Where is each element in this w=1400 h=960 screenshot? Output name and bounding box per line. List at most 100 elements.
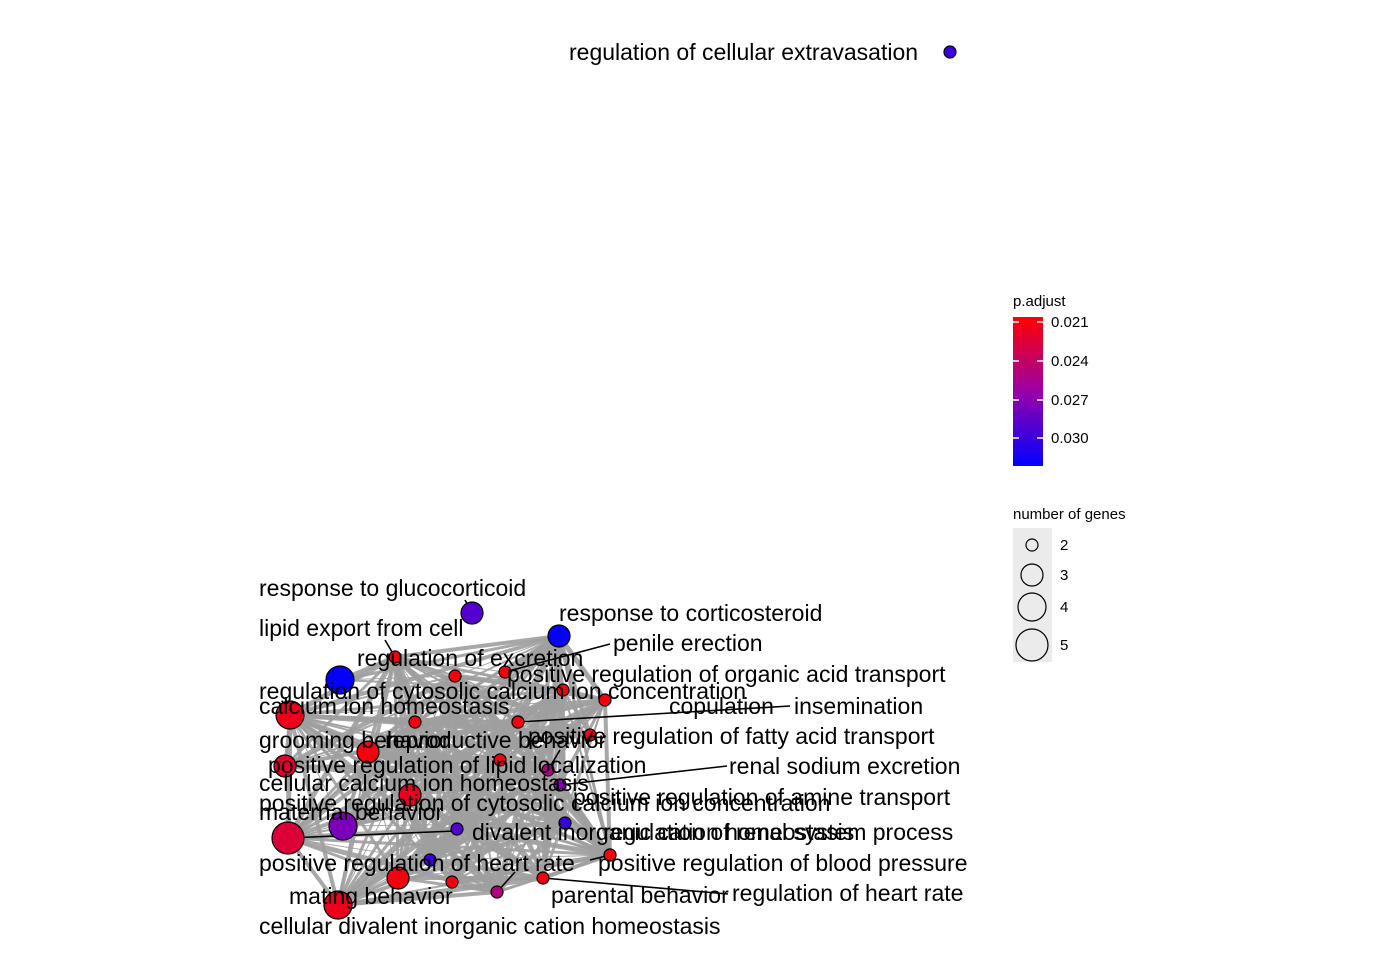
- size-legend-key-circle: [1020, 563, 1044, 587]
- network-edge: [337, 875, 544, 908]
- node-label-mating-behavior: mating behavior: [289, 883, 453, 909]
- network-edge: [541, 784, 562, 879]
- network-edge: [286, 720, 417, 840]
- node-unlabeled: [598, 693, 612, 707]
- node-divalent-inorganic-cation-homeostasis: [450, 822, 464, 836]
- network-edge: [429, 854, 611, 861]
- network-edge: [289, 699, 606, 716]
- node-regulation-of-heart-rate: [536, 871, 550, 885]
- node-insemination: [511, 715, 525, 729]
- node-label-regulation-of-cytosolic-calcium-ion-concentration: regulation of cytosolic calcium ion conc…: [259, 678, 746, 704]
- size-legend-key-label: 3: [1060, 567, 1068, 584]
- network-edge: [451, 822, 566, 883]
- node-maternal-behavior: [328, 811, 358, 841]
- network-edge: [337, 675, 456, 906]
- label-leader-line: [504, 643, 611, 673]
- label-leader-lines: [287, 599, 791, 895]
- color-legend-tick-label: 0.024: [1051, 353, 1089, 370]
- node-grooming-behavior: [356, 740, 380, 764]
- node-penile-erection: [498, 665, 512, 679]
- network-edge: [556, 634, 608, 702]
- network-edge: [284, 721, 416, 767]
- node-label-calcium-ion-homeostasis: calcium ion homeostasis: [259, 693, 510, 719]
- node-label-penile-erection: penile erection: [613, 630, 763, 656]
- node-cellular-calcium-ion-homeostasis: [273, 754, 297, 778]
- network-edge: [339, 675, 456, 681]
- node-label-response-to-glucocorticoid: response to glucocorticoid: [259, 575, 526, 601]
- network-nodes: [271, 45, 957, 920]
- node-label-parental-behavior: parental behavior: [551, 882, 729, 908]
- network-edge: [559, 784, 611, 856]
- node-label-reproductive-behavior: reproductive behavior: [385, 727, 607, 753]
- network-edge: [542, 699, 606, 879]
- network-edge: [498, 759, 545, 879]
- node-label-positive-regulation-of-heart-rate: positive regulation of heart rate: [259, 850, 575, 876]
- color-legend-ticks: 0.021 0.024 0.027 0.030: [1013, 314, 1089, 447]
- network-edge: [557, 635, 612, 856]
- size-legend-key-circle: [1025, 538, 1039, 552]
- node-unlabeled: [271, 821, 305, 855]
- node-label-positive-regulation-of-fatty-acid-transport: positive regulation of fatty acid transp…: [528, 723, 935, 749]
- node-label-positive-regulation-of-blood-pressure: positive regulation of blood pressure: [598, 850, 968, 876]
- color-legend-tick-label: 0.027: [1051, 392, 1089, 409]
- network-edge: [547, 699, 606, 771]
- node-positive-regulation-of-blood-pressure: [603, 848, 617, 862]
- network-edge: [289, 675, 456, 716]
- size-legend: number of genes 2 3 4 5: [1013, 506, 1126, 662]
- node-label-cellular-calcium-ion-homeostasis: cellular calcium ion homeostasis: [259, 770, 589, 796]
- network-edge: [408, 697, 607, 798]
- network-edge: [413, 721, 499, 893]
- node-regulation-of-excretion: [448, 669, 462, 683]
- network-edge: [414, 721, 501, 761]
- node-response-to-corticosteroid: [547, 624, 571, 648]
- node-label-renal-sodium-excretion: renal sodium excretion: [729, 753, 960, 779]
- node-parental-behavior: [445, 875, 459, 889]
- node-label-positive-regulation-of-cytosolic-calcium-ion-concentration: positive regulation of cytosolic calcium…: [259, 790, 830, 816]
- node-regulation-of-cellular-extravasation: [943, 45, 957, 59]
- network-edge: [337, 859, 431, 906]
- network-edge: [288, 714, 400, 879]
- node-positive-regulation-of-cytosolic-calcium-ion-concentration: [398, 783, 422, 807]
- size-legend-key-label: 5: [1060, 637, 1068, 654]
- network-edge: [289, 688, 564, 717]
- network-edge: [339, 679, 564, 691]
- network-edge: [394, 634, 560, 659]
- network-edge: [603, 699, 612, 856]
- size-legend-keys: 2 3 4 5: [1015, 537, 1068, 662]
- node-reproductive-behavior: [408, 715, 422, 729]
- node-label-lipid-export-from-cell: lipid export from cell: [259, 615, 464, 641]
- network-edge: [336, 794, 412, 906]
- node-positive-regulation-of-fatty-acid-transport: [583, 728, 597, 742]
- size-legend-title: number of genes: [1013, 506, 1126, 523]
- network-edge: [409, 759, 501, 796]
- color-legend-tick-label: 0.021: [1051, 314, 1089, 331]
- node-label-positive-regulation-of-amine-transport: positive regulation of amine transport: [573, 784, 951, 810]
- node-label-maternal-behavior: maternal behavior: [259, 799, 443, 825]
- color-legend-title: p.adjust: [1013, 293, 1066, 310]
- size-legend-key-label: 4: [1060, 599, 1068, 616]
- node-label-cellular-divalent-inorganic-cation-homeostasis: cellular divalent inorganic cation homeo…: [259, 913, 721, 939]
- node-renal-sodium-excretion: [553, 778, 567, 792]
- node-mating-behavior: [386, 866, 410, 890]
- node-unlabeled: [423, 853, 437, 867]
- network-edge: [397, 794, 411, 879]
- label-leader-line: [559, 765, 728, 786]
- node-label-regulation-of-renal-system-process: regulation of renal system process: [603, 819, 953, 845]
- network-edge: [287, 836, 611, 857]
- network-edge: [336, 721, 417, 906]
- node-regulation-of-cytosolic-calcium-ion-concentration: [325, 665, 355, 695]
- network-edge: [561, 689, 567, 824]
- network-edge: [453, 674, 520, 724]
- node-calcium-ion-homeostasis: [275, 700, 305, 730]
- node-label-positive-regulation-of-organic-acid-transport: positive regulation of organic acid tran…: [507, 661, 946, 687]
- network-edge: [456, 828, 611, 856]
- node-cellular-divalent-inorganic-cation-homeostasis: [323, 890, 353, 920]
- size-legend-key-background: [1013, 528, 1052, 662]
- network-edge: [499, 758, 561, 787]
- network-edge: [367, 749, 501, 763]
- node-label-response-to-corticosteroid: response to corticosteroid: [559, 600, 822, 626]
- node-positive-regulation-of-lipid-localization: [541, 763, 555, 777]
- size-legend-key-circle: [1017, 592, 1047, 622]
- network-edge: [339, 634, 560, 682]
